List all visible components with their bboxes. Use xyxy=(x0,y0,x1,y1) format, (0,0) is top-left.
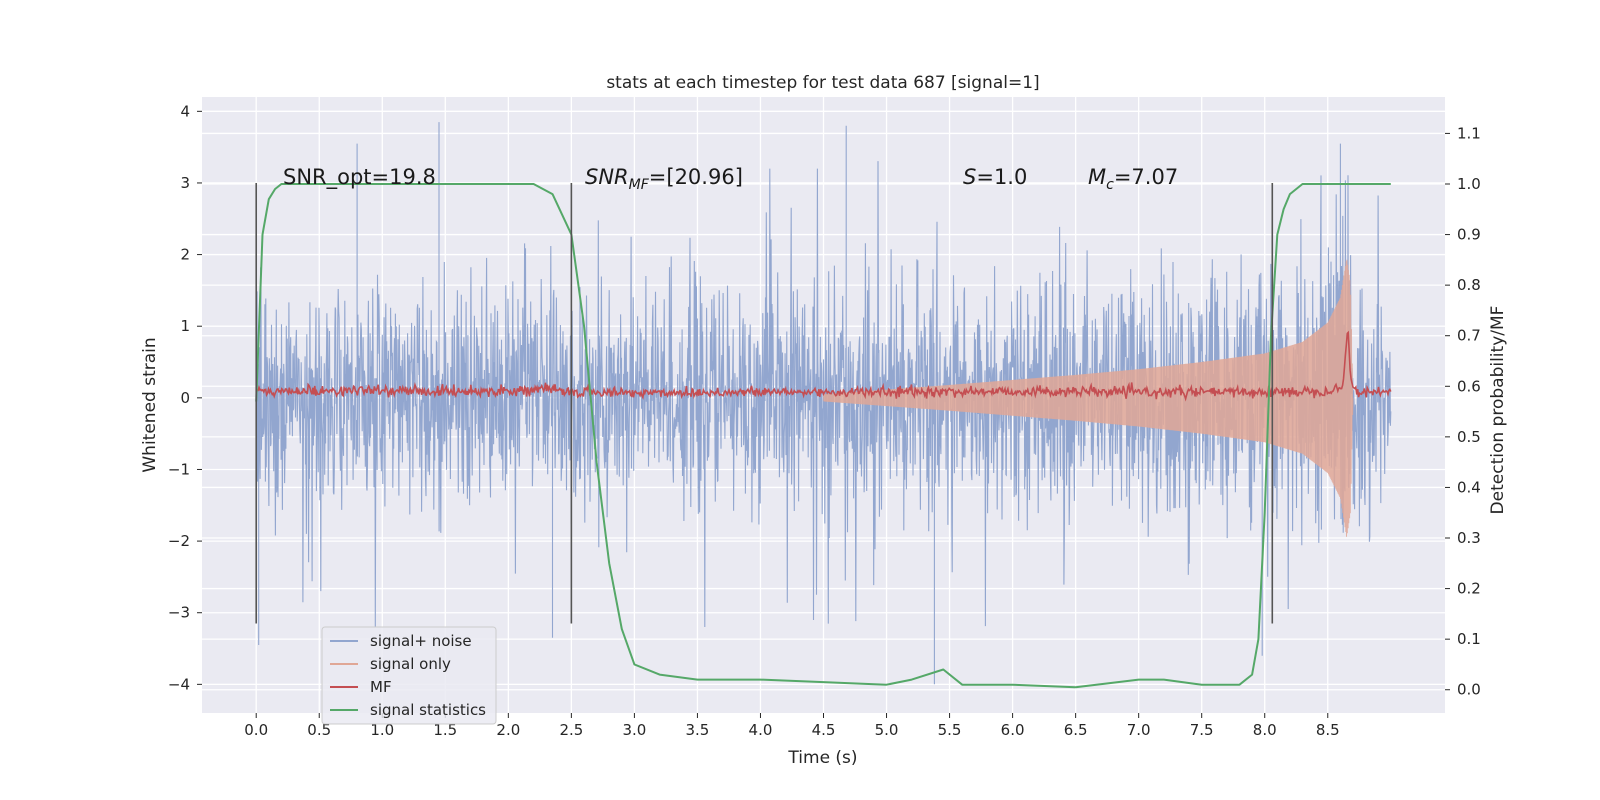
x-tick-label: 8.5 xyxy=(1316,721,1340,739)
x-tick-label: 4.5 xyxy=(812,721,836,739)
legend-label-signal-statistics: signal statistics xyxy=(370,701,486,719)
y2-tick-label: 0.2 xyxy=(1457,580,1481,598)
x-tick-label: 6.0 xyxy=(1001,721,1025,739)
annotation-snr-mf: SNRMF=[20.96] xyxy=(585,165,743,193)
x-tick-label: 5.0 xyxy=(875,721,899,739)
x-tick-label: 4.0 xyxy=(749,721,773,739)
x-tick-label: 2.0 xyxy=(496,721,520,739)
x-tick-label: 1.5 xyxy=(433,721,457,739)
x-axis-label: Time (s) xyxy=(787,748,857,768)
series-mf xyxy=(255,330,1392,402)
series-signal-statistics xyxy=(255,183,1391,689)
annotation-mc-main: M xyxy=(1088,165,1106,189)
y2-tick-label: 0.1 xyxy=(1457,630,1481,648)
y-tick-label: −4 xyxy=(168,675,190,693)
x-tick-label: 8.0 xyxy=(1253,721,1277,739)
y2-axis-label: Detection probability/MF xyxy=(1488,306,1508,515)
x-tick-label: 1.0 xyxy=(370,721,394,739)
series-signal-only xyxy=(823,259,1354,537)
annotation-snr-mf-main: SNR xyxy=(585,165,629,189)
y-tick-label: 2 xyxy=(180,246,190,264)
y2-tick-label: 0.3 xyxy=(1457,529,1481,547)
ticks-layer: 0.0 0.5 1.0 1.5 2.0 2.5 3.0 3.5 4.0 4.5 5.0 5.5 6.0 6… xyxy=(168,102,1481,739)
annotation-snr-mf-sub: MF xyxy=(629,177,650,193)
legend-label-signal-only: signal only xyxy=(370,655,451,673)
x-tick-label: 0.0 xyxy=(244,721,268,739)
y2-tick-label: 0.8 xyxy=(1457,276,1481,294)
annotation-s-rest: =1.0 xyxy=(976,165,1027,189)
y-tick-label: −1 xyxy=(168,460,190,478)
y2-tick-label: 0.0 xyxy=(1457,681,1481,699)
annotation-snr-mf-rest: =[20.96] xyxy=(649,165,743,189)
y2-tick-label: 0.6 xyxy=(1457,377,1481,395)
x-tick-label: 7.0 xyxy=(1127,721,1151,739)
x-tick-label: 0.5 xyxy=(307,721,331,739)
y2-tick-label: 0.5 xyxy=(1457,428,1481,446)
y2-tick-label: 0.9 xyxy=(1457,226,1481,244)
annotation-mc-sub: c xyxy=(1106,177,1114,193)
x-tick-label: 5.5 xyxy=(938,721,962,739)
y-axis-label: Whitened strain xyxy=(140,337,160,472)
y-tick-label: −2 xyxy=(168,532,190,550)
x-tick-label: 7.5 xyxy=(1190,721,1214,739)
y2-tick-label: 1.1 xyxy=(1457,124,1481,142)
x-tick-label: 2.5 xyxy=(559,721,583,739)
annotation-snr-opt: SNR_opt=19.8 xyxy=(283,165,436,190)
y-tick-label: −3 xyxy=(168,604,190,622)
y-tick-label: 4 xyxy=(180,102,190,120)
annotation-mc: Mc=7.07 xyxy=(1088,165,1178,193)
annotation-s-main: S xyxy=(963,165,976,189)
annotation-mc-rest: =7.07 xyxy=(1114,165,1178,189)
series-signal-noise xyxy=(255,122,1392,685)
chart-title: stats at each timestep for test data 687… xyxy=(606,73,1039,93)
markers-layer xyxy=(255,182,1274,624)
annotation-s: S=1.0 xyxy=(963,165,1027,189)
y2-tick-label: 0.4 xyxy=(1457,478,1481,496)
x-tick-label: 3.5 xyxy=(686,721,710,739)
annotations: SNR_opt=19.8 SNRMF=[20.96] S=1.0 Mc=7.07 xyxy=(283,165,1178,193)
x-tick-label: 3.0 xyxy=(622,721,646,739)
y2-tick-label: 1.0 xyxy=(1457,175,1481,193)
legend-label-mf: MF xyxy=(370,678,392,696)
y-tick-label: 0 xyxy=(180,389,190,407)
x-tick-label: 6.5 xyxy=(1064,721,1088,739)
legend: signal+ noise signal only MF signal stat… xyxy=(321,626,497,725)
legend-box xyxy=(321,626,497,725)
y-tick-label: 1 xyxy=(180,317,190,335)
y-tick-label: 3 xyxy=(180,174,190,192)
legend-label-signal-noise: signal+ noise xyxy=(370,632,472,650)
series-layer xyxy=(255,122,1392,689)
y2-tick-label: 0.7 xyxy=(1457,327,1481,345)
